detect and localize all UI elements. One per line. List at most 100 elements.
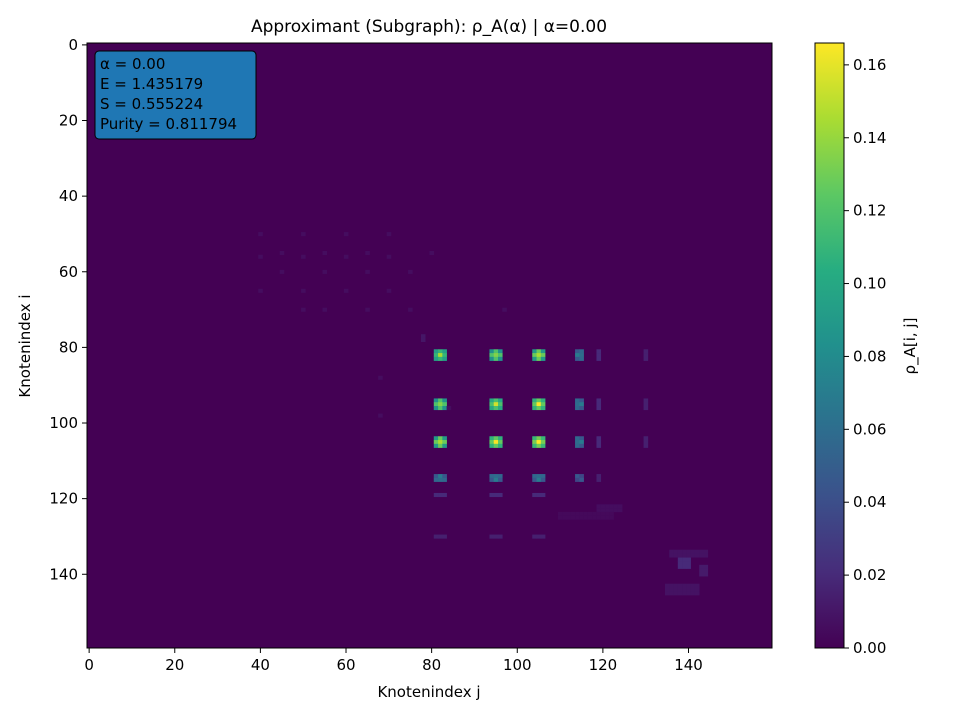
heatmap-cell-medium	[575, 349, 580, 354]
heatmap-cell-faint	[690, 549, 696, 554]
heatmap-cell-faint	[677, 591, 683, 596]
heatmap-cell-faint	[433, 534, 439, 539]
colorbar-tick-label: 0.02	[853, 566, 886, 584]
heatmap-cell-faint-dot	[365, 269, 370, 274]
info-box: α = 0.00 E = 1.435179 S = 0.555224 Purit…	[94, 50, 257, 140]
heatmap-cell-medium	[575, 474, 580, 479]
heatmap-cell-faint	[699, 564, 704, 569]
heatmap-cell-hotspot	[433, 353, 439, 358]
heatmap-cell-hotspot	[442, 443, 447, 448]
info-energy: E = 1.435179	[100, 75, 203, 93]
heatmap-cell-faint	[643, 406, 649, 411]
heatmap-cell-medium	[438, 474, 443, 479]
heatmap-cells	[258, 232, 709, 596]
heatmap-cell-faint	[682, 583, 687, 588]
heatmap-cell-faint	[694, 587, 700, 592]
heatmap-cell-hotspot	[532, 436, 537, 441]
y-axis-ticks: 0 20 40 60 80 100 120 140	[49, 36, 87, 583]
heatmap-cell-medium	[540, 477, 546, 482]
heatmap-cell-hotspot	[493, 398, 499, 403]
heatmap-cell-hotspot	[532, 356, 537, 361]
heatmap-cell-faint	[596, 511, 602, 516]
heatmap-cell-faint	[596, 356, 602, 361]
heatmap-cell-hotspot	[438, 356, 443, 361]
heatmap-cell-hotspot	[442, 398, 447, 403]
x-tick-label: 140	[674, 656, 703, 674]
heatmap-cell-hotspot	[493, 440, 499, 445]
heatmap-cell-hotspot	[536, 398, 542, 403]
heatmap-cell-faint	[703, 572, 709, 577]
heatmap-cell-faint	[536, 492, 542, 498]
heatmap-cell-faint	[532, 492, 537, 498]
heatmap-cell-medium	[442, 477, 447, 482]
heatmap-cell-faint	[682, 549, 687, 554]
y-tick-label: 140	[49, 565, 78, 583]
heatmap-cell-hotspot	[536, 443, 542, 448]
heatmap-cell-hotspot	[540, 406, 546, 411]
heatmap-cell-hotspot	[498, 398, 503, 403]
heatmap-cell-hotspot	[532, 440, 537, 445]
colorbar-tick-label: 0.04	[853, 493, 886, 511]
heatmap-cell-medium	[493, 477, 499, 482]
heatmap-cell-faint-dot	[258, 232, 263, 237]
heatmap-cell-medium	[579, 477, 584, 482]
heatmap-cell-hotspot	[489, 398, 495, 403]
heatmap-cell-faint	[596, 504, 602, 509]
heatmap-cell-faint-dot	[386, 288, 392, 293]
heatmap-cell-faint	[699, 572, 704, 577]
y-tick-label: 120	[49, 490, 78, 508]
heatmap-cell-faint	[493, 534, 499, 539]
heatmap-cell-hotspot	[536, 349, 542, 354]
heatmap-cell-faint-dot	[301, 232, 306, 237]
heatmap-cell-hotspot	[498, 406, 503, 411]
colorbar-tick-label: 0.16	[853, 56, 886, 74]
heatmap-cell-faint	[583, 511, 589, 516]
heatmap-cell-hotspot	[493, 349, 499, 354]
heatmap-cell-hotspot	[532, 398, 537, 403]
heatmap-cell-faint	[669, 583, 674, 588]
heatmap-cell-medium	[575, 402, 580, 407]
colorbar-tick-label: 0.12	[853, 202, 886, 220]
colorbar-label: ρ_A[i, j]	[901, 318, 920, 375]
heatmap-cell-faint-dot	[378, 375, 383, 380]
heatmap-cell-faint-dot	[322, 269, 328, 274]
heatmap-cell-medium	[579, 443, 584, 448]
heatmap-cell-faint	[673, 583, 679, 588]
heatmap-cell-medium	[536, 474, 542, 479]
heatmap-cell-hotspot	[442, 356, 447, 361]
heatmap-cell-medium	[575, 436, 580, 441]
heatmap-cell-faint	[498, 492, 503, 498]
heatmap-cell-hotspot	[540, 356, 546, 361]
heatmap-cell-medium	[575, 398, 580, 403]
heatmap-cell-faint	[600, 515, 606, 520]
info-purity: Purity = 0.811794	[100, 115, 237, 133]
heatmap-cell-hotspot	[438, 443, 443, 448]
heatmap-cell-faint-dot	[322, 307, 328, 312]
heatmap-cell-faint	[438, 492, 443, 498]
colorbar: 0.00 0.02 0.04 0.06 0.08 0.10 0.12 0.14 0.16 ρ_A…	[814, 42, 920, 657]
heatmap-cell-faint	[587, 515, 593, 520]
heatmap-cell-hotspot	[442, 440, 447, 445]
heatmap-cell-faint	[600, 511, 606, 516]
heatmap-cell-faint	[570, 511, 576, 516]
heatmap-cell-faint	[686, 561, 691, 566]
heatmap-cell-medium	[540, 474, 546, 479]
heatmap-cell-faint	[682, 557, 687, 562]
heatmap-background	[87, 43, 772, 648]
heatmap-cell-faint	[562, 511, 567, 516]
heatmap-cell-faint	[664, 587, 670, 592]
heatmap-cell-faint	[613, 508, 619, 513]
heatmap-cell-faint-dot	[343, 288, 349, 293]
heatmap-cell-hotspot	[532, 406, 537, 411]
heatmap-cell-faint	[489, 492, 495, 498]
heatmap-cell-medium	[575, 353, 580, 358]
heatmap-cell-hotspot	[433, 436, 439, 441]
x-tick-label: 0	[84, 656, 94, 674]
heatmap-cell-hotspot	[532, 353, 537, 358]
heatmap-cell-faint	[703, 553, 709, 558]
heatmap-cell-faint	[609, 515, 614, 520]
heatmap-cell-faint	[643, 353, 649, 358]
heatmap-cell-hotspot	[493, 406, 499, 411]
heatmap-cell-medium	[579, 349, 584, 354]
heatmap-cell-medium	[575, 406, 580, 411]
